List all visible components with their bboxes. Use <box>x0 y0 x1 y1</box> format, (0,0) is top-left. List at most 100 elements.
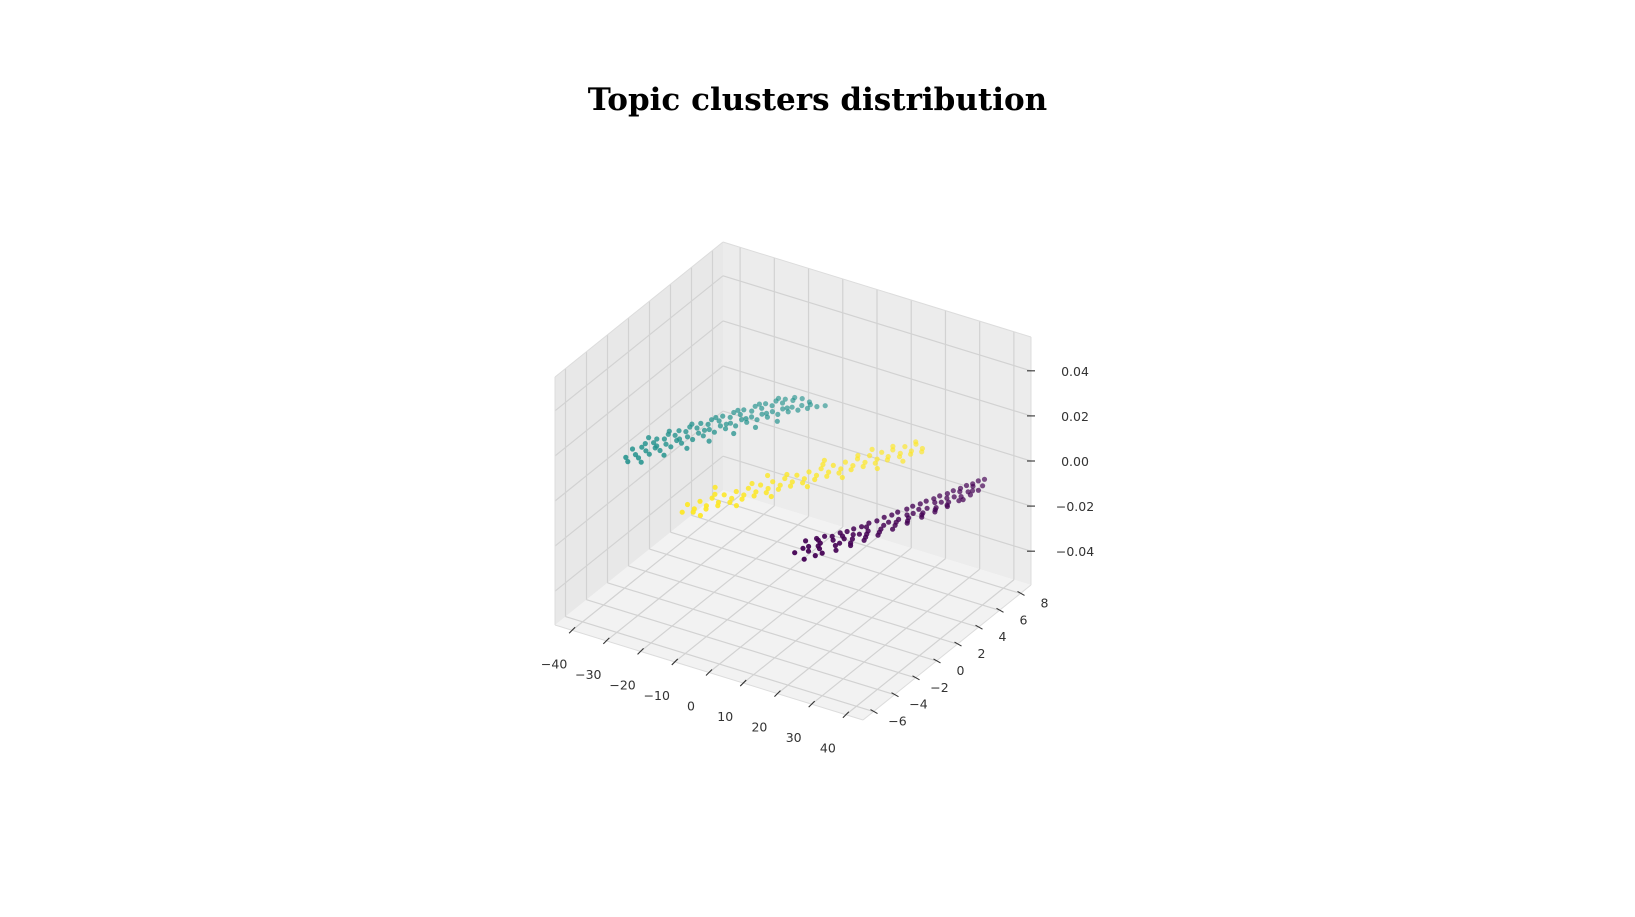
data-point-series-2 <box>854 456 861 462</box>
data-point-series-1 <box>756 401 763 407</box>
data-point-series-1 <box>684 445 690 451</box>
data-point-series-2 <box>862 459 868 465</box>
x-tick-label: 10 <box>717 709 733 724</box>
data-point-series-1 <box>625 459 631 465</box>
y-tick-label: −4 <box>909 697 927 712</box>
data-point-series-1 <box>696 430 702 436</box>
data-point-series-2 <box>729 495 735 501</box>
data-point-series-0 <box>970 483 976 489</box>
data-point-series-1 <box>694 425 700 431</box>
data-point-series-0 <box>960 497 966 503</box>
data-point-series-1 <box>638 459 644 465</box>
data-point-series-0 <box>832 542 839 549</box>
grid-line-z <box>554 455 724 592</box>
data-point-series-2 <box>684 501 691 508</box>
data-point-series-2 <box>715 503 721 509</box>
grid-line-x <box>845 579 1015 716</box>
data-point-series-2 <box>745 485 752 491</box>
data-point-series-2 <box>890 447 896 453</box>
data-point-series-2 <box>697 498 703 504</box>
data-point-series-2 <box>813 472 820 478</box>
x-tick-label: −10 <box>644 688 670 703</box>
data-point-series-1 <box>623 454 629 460</box>
data-point-series-0 <box>951 494 957 500</box>
grid-line-x <box>571 494 741 631</box>
data-point-series-2 <box>787 483 794 489</box>
data-point-series-1 <box>652 445 658 451</box>
data-point-series-2 <box>830 462 836 468</box>
data-point-series-1 <box>706 438 712 444</box>
data-point-series-2 <box>879 449 885 455</box>
data-point-series-0 <box>957 489 963 495</box>
data-point-series-0 <box>850 532 856 538</box>
x-tick <box>671 658 679 666</box>
data-point-series-2 <box>697 512 704 519</box>
data-point-series-0 <box>863 524 870 530</box>
data-point-series-1 <box>632 452 639 458</box>
x-tick-label: −40 <box>541 656 567 671</box>
data-point-series-0 <box>916 506 922 512</box>
data-point-series-0 <box>849 536 856 542</box>
data-point-series-1 <box>661 436 668 442</box>
grid-line-z <box>554 365 724 502</box>
y-tick <box>933 658 941 664</box>
data-point-series-1 <box>709 417 715 423</box>
data-point-series-1 <box>663 441 669 447</box>
data-point-series-2 <box>777 482 783 488</box>
data-point-series-2 <box>784 471 790 478</box>
x-tick-label: 30 <box>786 730 802 745</box>
data-point-series-2 <box>679 509 685 515</box>
data-point-series-1 <box>701 427 708 433</box>
data-point-series-0 <box>944 495 950 501</box>
data-point-series-0 <box>904 506 910 512</box>
data-point-series-0 <box>923 498 929 504</box>
data-point-series-2 <box>821 457 828 463</box>
axis-edge-y <box>862 584 1032 721</box>
data-point-series-2 <box>690 509 696 515</box>
data-point-series-0 <box>856 531 863 537</box>
data-point-series-2 <box>794 472 800 478</box>
data-point-series-0 <box>851 526 857 532</box>
data-point-series-2 <box>806 469 812 475</box>
data-point-series-1 <box>635 455 642 461</box>
data-point-series-1 <box>706 426 712 433</box>
data-point-series-0 <box>841 536 847 542</box>
data-point-series-1 <box>698 420 704 426</box>
data-point-series-1 <box>665 431 671 437</box>
data-point-series-2 <box>818 466 824 472</box>
data-point-series-0 <box>819 550 825 556</box>
data-point-series-2 <box>874 456 880 462</box>
data-point-series-2 <box>850 463 856 469</box>
data-points <box>623 394 988 562</box>
data-point-series-0 <box>904 520 910 526</box>
x-tick <box>602 637 610 645</box>
data-point-series-1 <box>744 419 750 425</box>
data-point-series-0 <box>967 492 974 498</box>
data-point-series-2 <box>782 475 788 482</box>
data-point-series-1 <box>749 414 755 420</box>
data-point-series-0 <box>837 540 843 546</box>
y-tick <box>975 624 983 630</box>
data-point-series-1 <box>741 407 747 413</box>
x-tick <box>739 679 747 687</box>
data-point-series-1 <box>668 444 674 450</box>
z-tick-label: 0.02 <box>1061 409 1089 424</box>
data-point-series-1 <box>727 420 734 426</box>
data-point-series-1 <box>705 421 711 427</box>
chart-title: Topic clusters distribution <box>587 82 1048 118</box>
y-tick-label: 2 <box>978 646 986 661</box>
data-point-series-0 <box>859 524 865 530</box>
data-point-series-1 <box>731 409 737 416</box>
data-point-series-2 <box>884 457 891 463</box>
data-point-series-0 <box>890 526 896 532</box>
data-point-series-1 <box>646 435 652 441</box>
data-point-series-0 <box>822 533 828 539</box>
data-point-series-1 <box>646 451 652 457</box>
x-tick-label: 20 <box>751 720 767 735</box>
data-point-series-2 <box>848 467 854 473</box>
data-point-series-1 <box>799 402 805 409</box>
data-point-series-0 <box>881 514 887 520</box>
data-point-series-1 <box>720 413 726 419</box>
data-point-series-1 <box>752 424 759 430</box>
